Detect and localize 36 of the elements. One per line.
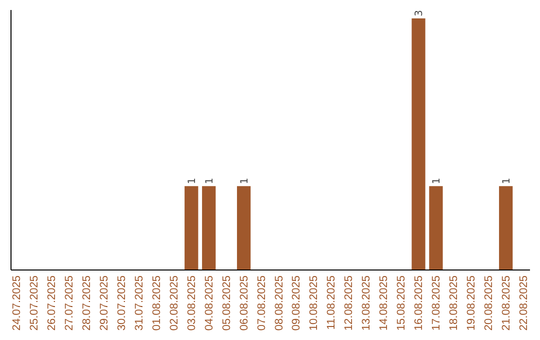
x-tick-label: 02.08.2025 bbox=[168, 276, 180, 331]
data-label: 3 bbox=[414, 10, 425, 16]
x-tick-label: 03.08.2025 bbox=[186, 276, 198, 331]
x-tick-label: 29.07.2025 bbox=[98, 276, 111, 331]
x-tick-label: 17.08.2025 bbox=[430, 276, 442, 331]
x-tick-label: 25.07.2025 bbox=[28, 276, 41, 331]
data-label: 1 bbox=[239, 178, 250, 184]
x-tick-label: 01.08.2025 bbox=[150, 276, 163, 331]
data-label: 1 bbox=[501, 178, 512, 184]
x-tick-label: 10.08.2025 bbox=[308, 276, 320, 331]
x-tick-label: 20.08.2025 bbox=[482, 276, 495, 331]
x-tick-label: 07.08.2025 bbox=[256, 276, 268, 331]
x-tick-label: 08.08.2025 bbox=[273, 276, 286, 331]
x-tick-label: 22.08.2025 bbox=[518, 276, 530, 331]
x-tick-label: 05.08.2025 bbox=[220, 276, 233, 331]
x-tick-label: 26.07.2025 bbox=[46, 276, 58, 331]
x-tick-label: 11.08.2025 bbox=[326, 276, 338, 330]
x-tick-label: 09.08.2025 bbox=[290, 276, 303, 331]
x-tick-label: 15.08.2025 bbox=[396, 276, 408, 331]
x-tick-label: 19.08.2025 bbox=[465, 276, 478, 331]
x-tick-label: 06.08.2025 bbox=[238, 276, 250, 331]
x-tick-label: 13.08.2025 bbox=[360, 276, 373, 331]
x-tick-label: 16.08.2025 bbox=[413, 276, 426, 331]
data-label: 1 bbox=[186, 178, 198, 184]
x-tick-label: 18.08.2025 bbox=[448, 276, 460, 331]
x-tick-label: 28.07.2025 bbox=[81, 276, 94, 331]
x-tick-label: 12.08.2025 bbox=[343, 276, 356, 331]
x-tick-label: 24.07.2025 bbox=[11, 276, 24, 331]
x-tick-label: 31.07.2025 bbox=[133, 276, 146, 331]
x-tick-label: 14.08.2025 bbox=[378, 276, 390, 331]
data-label: 1 bbox=[204, 178, 216, 184]
x-tick-label: 30.07.2025 bbox=[116, 276, 128, 331]
x-tick-label: 21.08.2025 bbox=[500, 276, 512, 331]
x-tick-label: 27.07.2025 bbox=[64, 276, 76, 331]
x-tick-label: 04.08.2025 bbox=[203, 276, 216, 331]
data-label: 1 bbox=[431, 178, 442, 184]
